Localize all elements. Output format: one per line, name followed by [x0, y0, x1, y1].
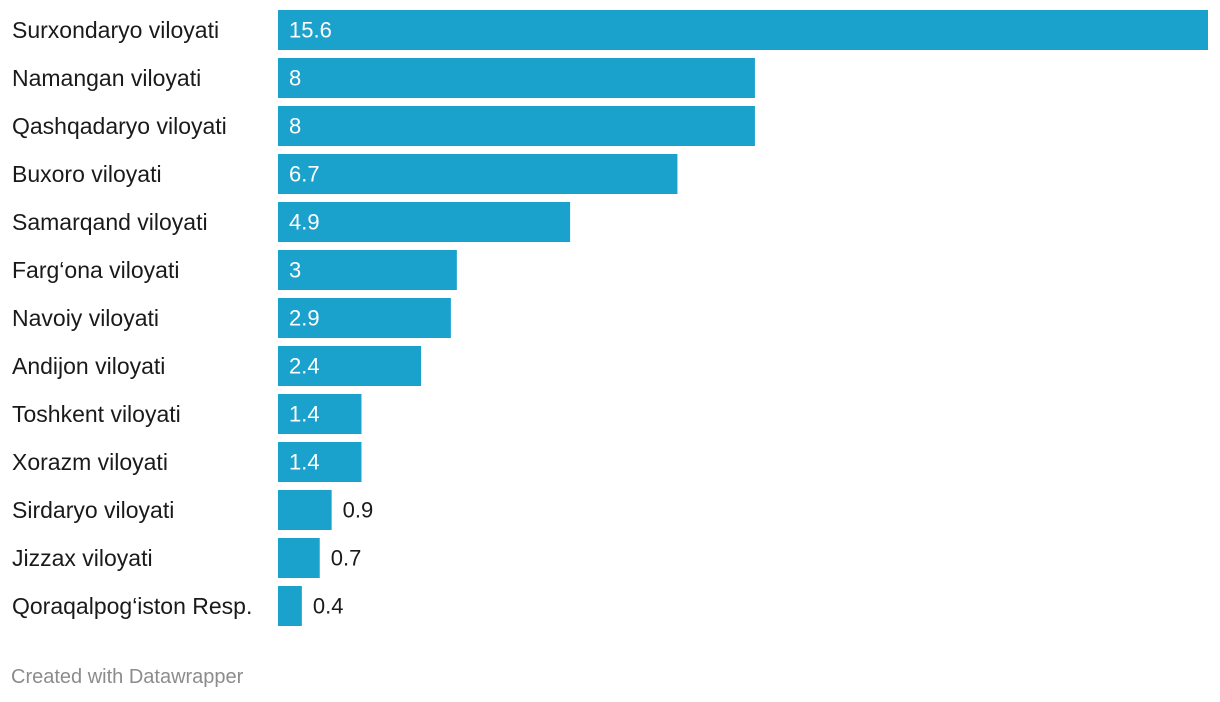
category-label: Sirdaryo viloyati	[12, 497, 174, 523]
value-label: 0.9	[343, 498, 374, 523]
footer-credit: Created with Datawrapper	[11, 666, 244, 688]
category-label: Qashqadaryo viloyati	[12, 113, 227, 139]
bar	[278, 586, 302, 626]
category-label: Samarqand viloyati	[12, 209, 208, 235]
category-label: Farg‘ona viloyati	[12, 257, 179, 283]
value-label: 3	[289, 258, 301, 283]
bar	[278, 538, 320, 578]
bar	[278, 394, 362, 434]
category-label: Xorazm viloyati	[12, 449, 168, 475]
value-label: 1.4	[289, 450, 320, 475]
category-label: Andijon viloyati	[12, 353, 165, 379]
bar-chart: Surxondaryo viloyati 15.6 Namangan viloyat…	[12, 10, 1208, 626]
value-label: 0.7	[331, 546, 362, 571]
value-label: 0.4	[313, 594, 344, 619]
value-label: 1.4	[289, 402, 320, 427]
value-label: 2.4	[289, 354, 320, 379]
value-label: 6.7	[289, 162, 320, 187]
bar	[278, 490, 332, 530]
category-label: Navoiy viloyati	[12, 305, 159, 331]
bar	[278, 202, 571, 242]
bar	[278, 154, 678, 194]
bar	[278, 10, 1208, 50]
bar	[278, 442, 362, 482]
category-label: Buxoro viloyati	[12, 161, 162, 187]
bar	[278, 58, 755, 98]
category-label: Namangan viloyati	[12, 65, 201, 91]
bar	[278, 250, 457, 290]
bar	[278, 346, 422, 386]
bar	[278, 106, 755, 146]
category-label: Jizzax viloyati	[12, 545, 153, 571]
value-label: 2.9	[289, 306, 320, 331]
value-label: 15.6	[289, 18, 332, 43]
category-label: Qoraqalpog‘iston Resp.	[12, 593, 252, 619]
category-label: Toshkent viloyati	[12, 401, 181, 427]
value-label: 8	[289, 66, 301, 91]
category-label: Surxondaryo viloyati	[12, 17, 219, 43]
value-label: 4.9	[289, 210, 320, 235]
bar	[278, 298, 451, 338]
value-label: 8	[289, 114, 301, 139]
